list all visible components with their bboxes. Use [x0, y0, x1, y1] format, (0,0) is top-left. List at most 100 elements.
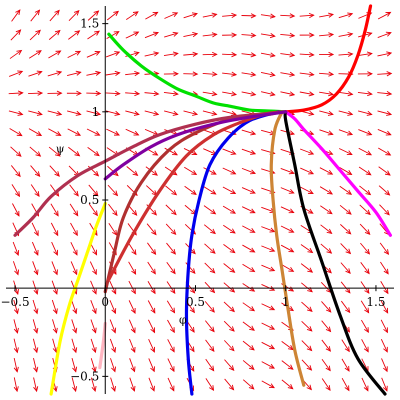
field-arrow	[166, 281, 176, 294]
trajectories	[13, 4, 392, 396]
field-arrow	[147, 242, 157, 256]
field-arrow	[321, 378, 331, 391]
field-arrow	[300, 186, 314, 194]
field-arrow	[380, 300, 389, 314]
field-arrow	[166, 261, 176, 275]
field-arrow	[52, 338, 58, 354]
field-arrow	[377, 51, 393, 57]
field-arrow	[86, 90, 102, 96]
field-arrow	[147, 281, 156, 295]
field-arrow	[358, 129, 373, 136]
field-arrow	[87, 30, 100, 40]
field-arrow	[280, 187, 295, 194]
field-arrow	[48, 128, 62, 136]
y-tick-label: 1	[92, 105, 100, 119]
field-arrow	[321, 339, 331, 352]
field-arrow	[128, 261, 137, 275]
field-arrow	[145, 11, 159, 20]
field-arrow	[167, 339, 175, 353]
field-arrow	[379, 242, 390, 255]
field-arrow	[378, 185, 391, 196]
field-arrow	[202, 110, 218, 116]
field-arrow	[299, 32, 315, 38]
field-arrow	[222, 52, 238, 58]
field-arrow	[90, 280, 97, 295]
field-arrow	[110, 358, 117, 373]
field-arrow	[105, 90, 121, 97]
field-arrow	[361, 319, 369, 334]
field-arrow	[28, 50, 42, 59]
field-arrow	[242, 360, 255, 371]
field-arrow	[28, 90, 44, 96]
y-tick: −0.5	[70, 369, 109, 383]
field-arrow	[205, 378, 215, 392]
field-arrow	[13, 280, 19, 295]
field-arrow	[164, 12, 179, 19]
field-arrow	[8, 110, 24, 116]
field-arrow	[380, 261, 389, 275]
field-arrow	[202, 51, 218, 58]
field-arrow	[109, 280, 117, 295]
field-arrow	[300, 263, 314, 273]
field-arrow	[202, 12, 218, 18]
field-arrow	[32, 338, 39, 354]
field-arrow	[380, 338, 388, 353]
y-tick-label: 0.5	[80, 193, 99, 207]
field-arrow	[222, 205, 237, 214]
field-arrow	[106, 10, 120, 21]
field-arrow	[242, 340, 255, 351]
field-arrow	[261, 226, 276, 233]
field-arrow	[241, 129, 257, 136]
field-arrow	[125, 90, 141, 97]
field-arrow	[13, 377, 19, 393]
field-arrow	[144, 51, 160, 57]
field-arrow	[205, 339, 215, 352]
field-arrow	[241, 167, 256, 175]
field-arrow	[381, 377, 388, 392]
field-arrow	[260, 13, 276, 19]
field-arrow	[241, 206, 256, 214]
field-arrow	[280, 225, 295, 233]
field-arrow	[319, 186, 333, 195]
field-arrow	[261, 264, 276, 272]
field-arrow	[381, 358, 388, 373]
field-arrow	[242, 379, 255, 390]
field-arrow	[203, 224, 216, 235]
field-arrow	[48, 146, 61, 157]
field-arrow	[204, 262, 216, 274]
field-arrow	[319, 32, 335, 38]
field-arrow	[260, 32, 276, 39]
field-arrow	[299, 148, 315, 155]
field-arrow	[242, 283, 256, 292]
field-arrow	[148, 377, 155, 392]
trajectory-curve	[98, 321, 107, 370]
x-tick-label: −0.5	[0, 295, 29, 309]
field-arrow	[71, 338, 78, 354]
field-arrow	[71, 377, 78, 393]
field-arrow	[301, 340, 313, 352]
field-arrow	[129, 377, 136, 392]
field-arrow	[299, 12, 315, 19]
field-arrow	[202, 91, 218, 97]
trajectory-curve	[103, 110, 288, 294]
field-arrow	[89, 261, 97, 276]
field-arrow	[110, 377, 116, 392]
field-arrow	[205, 358, 215, 372]
field-arrow	[126, 166, 139, 176]
field-arrow	[241, 52, 257, 58]
field-arrow	[125, 110, 140, 116]
field-arrow	[222, 186, 237, 195]
field-arrow	[47, 70, 63, 77]
x-axis-label: φ	[179, 313, 187, 326]
field-arrow	[204, 281, 216, 294]
field-arrow	[86, 128, 101, 136]
field-arrow	[183, 71, 199, 77]
field-arrow	[67, 128, 82, 136]
field-arrow	[340, 281, 351, 294]
field-arrow	[106, 31, 120, 39]
field-arrow	[338, 12, 354, 19]
field-arrow	[222, 71, 238, 77]
field-arrow	[183, 12, 198, 19]
field-arrow	[359, 185, 372, 196]
field-arrow	[203, 167, 217, 175]
